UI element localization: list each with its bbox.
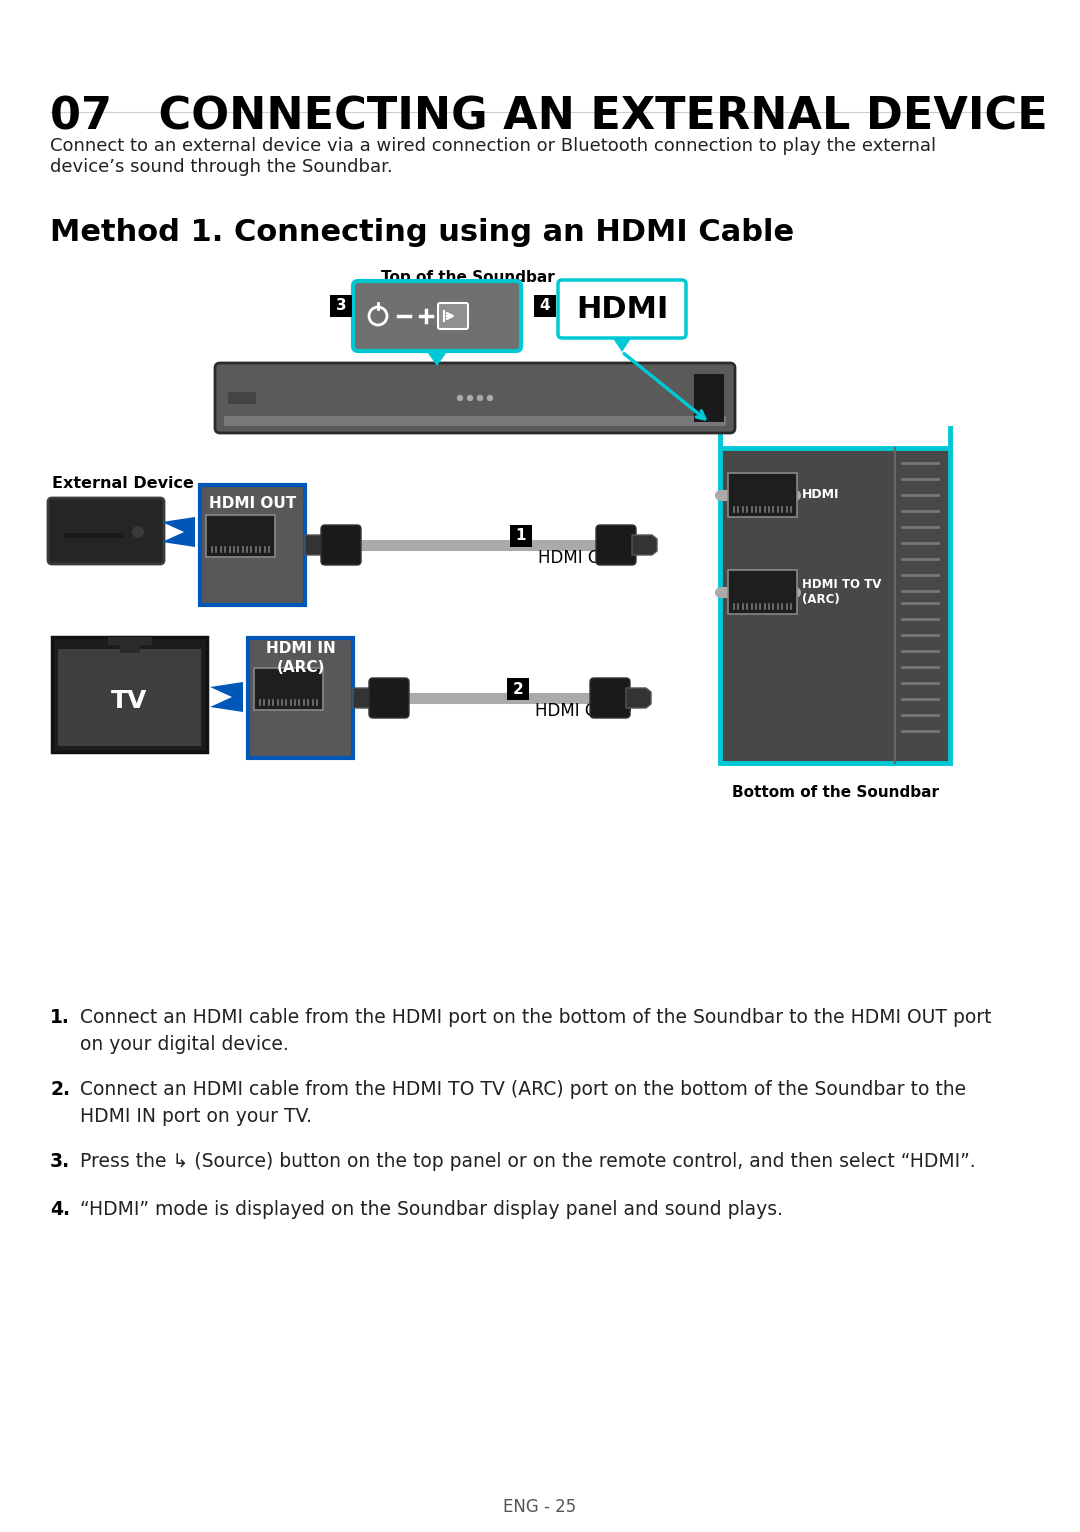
Text: “HDMI” mode is displayed on the Soundbar display panel and sound plays.: “HDMI” mode is displayed on the Soundbar… bbox=[80, 1200, 783, 1219]
Circle shape bbox=[477, 395, 483, 400]
Polygon shape bbox=[353, 688, 378, 708]
Text: HDMI IN
(ARC): HDMI IN (ARC) bbox=[266, 642, 336, 674]
FancyBboxPatch shape bbox=[224, 417, 726, 426]
FancyBboxPatch shape bbox=[254, 668, 323, 709]
Text: Connect an HDMI cable from the HDMI port on the bottom of the Soundbar to the HD: Connect an HDMI cable from the HDMI port… bbox=[80, 1008, 991, 1054]
Bar bbox=[228, 392, 256, 404]
Text: 1: 1 bbox=[516, 529, 526, 544]
Text: 4: 4 bbox=[540, 299, 551, 314]
Bar bbox=[58, 650, 201, 746]
Bar bbox=[507, 679, 529, 700]
FancyBboxPatch shape bbox=[720, 447, 950, 763]
Text: HDMI OUT: HDMI OUT bbox=[208, 495, 296, 510]
Bar bbox=[330, 296, 352, 317]
Bar bbox=[120, 640, 139, 653]
Text: 3: 3 bbox=[336, 299, 347, 314]
Bar bbox=[510, 525, 532, 547]
FancyBboxPatch shape bbox=[728, 473, 797, 516]
Text: device’s sound through the Soundbar.: device’s sound through the Soundbar. bbox=[50, 158, 393, 176]
Polygon shape bbox=[632, 535, 657, 555]
FancyBboxPatch shape bbox=[52, 637, 207, 752]
Circle shape bbox=[458, 395, 462, 400]
Text: 2.: 2. bbox=[50, 1080, 70, 1098]
Text: 3.: 3. bbox=[50, 1152, 70, 1170]
Polygon shape bbox=[162, 527, 195, 547]
Polygon shape bbox=[610, 334, 634, 352]
Text: HDMI Cable: HDMI Cable bbox=[538, 548, 635, 567]
Polygon shape bbox=[210, 692, 243, 712]
Text: Connect to an external device via a wired connection or Bluetooth connection to : Connect to an external device via a wire… bbox=[50, 136, 936, 155]
Text: 4.: 4. bbox=[50, 1200, 70, 1219]
Text: 07   CONNECTING AN EXTERNAL DEVICE: 07 CONNECTING AN EXTERNAL DEVICE bbox=[50, 95, 1048, 138]
Text: TV: TV bbox=[111, 688, 148, 712]
Text: Press the ↳ (Source) button on the top panel or on the remote control, and then : Press the ↳ (Source) button on the top p… bbox=[80, 1152, 975, 1170]
FancyBboxPatch shape bbox=[200, 486, 305, 605]
FancyBboxPatch shape bbox=[438, 303, 468, 329]
Circle shape bbox=[487, 395, 492, 400]
Text: ENG - 25: ENG - 25 bbox=[503, 1498, 577, 1517]
FancyBboxPatch shape bbox=[353, 280, 521, 351]
Bar bbox=[694, 374, 724, 421]
FancyBboxPatch shape bbox=[206, 515, 275, 558]
FancyBboxPatch shape bbox=[248, 637, 353, 758]
Text: 2: 2 bbox=[513, 682, 524, 697]
FancyBboxPatch shape bbox=[215, 363, 735, 434]
FancyBboxPatch shape bbox=[590, 679, 630, 719]
Polygon shape bbox=[210, 682, 243, 702]
FancyBboxPatch shape bbox=[48, 498, 164, 564]
Polygon shape bbox=[423, 346, 451, 366]
Text: Top of the Soundbar: Top of the Soundbar bbox=[381, 270, 555, 285]
Text: HDMI: HDMI bbox=[576, 294, 669, 323]
Text: Method 1. Connecting using an HDMI Cable: Method 1. Connecting using an HDMI Cable bbox=[50, 218, 794, 247]
FancyBboxPatch shape bbox=[369, 679, 409, 719]
FancyBboxPatch shape bbox=[728, 570, 797, 614]
Text: HDMI: HDMI bbox=[802, 489, 839, 501]
Circle shape bbox=[132, 525, 144, 538]
Polygon shape bbox=[305, 535, 330, 555]
Text: 1.: 1. bbox=[50, 1008, 70, 1026]
Polygon shape bbox=[162, 516, 195, 538]
FancyBboxPatch shape bbox=[321, 525, 361, 565]
Polygon shape bbox=[626, 688, 651, 708]
Text: Bottom of the Soundbar: Bottom of the Soundbar bbox=[731, 784, 939, 800]
Text: Connect an HDMI cable from the HDMI TO TV (ARC) port on the bottom of the Soundb: Connect an HDMI cable from the HDMI TO T… bbox=[80, 1080, 967, 1126]
Text: HDMI Cable: HDMI Cable bbox=[535, 702, 632, 720]
Text: External Device: External Device bbox=[52, 476, 194, 490]
Bar bbox=[64, 533, 124, 538]
Text: HDMI TO TV
(ARC): HDMI TO TV (ARC) bbox=[802, 578, 881, 607]
Circle shape bbox=[468, 395, 473, 400]
FancyBboxPatch shape bbox=[558, 280, 686, 339]
Bar bbox=[108, 637, 151, 645]
Bar bbox=[534, 296, 556, 317]
FancyBboxPatch shape bbox=[596, 525, 636, 565]
